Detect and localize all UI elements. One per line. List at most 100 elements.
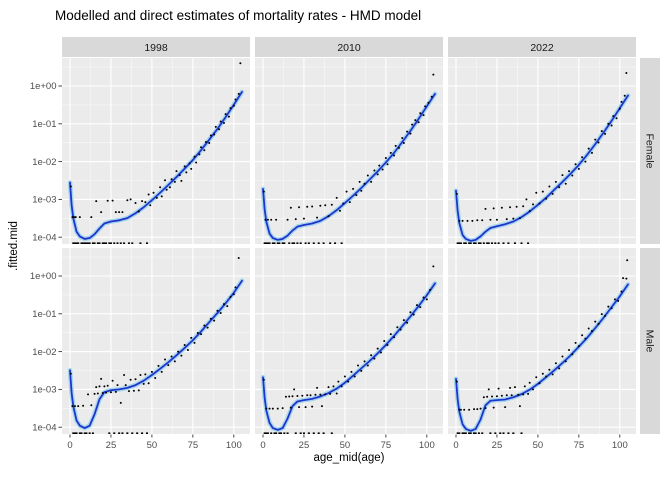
- zero-rug-mark: [270, 432, 273, 434]
- data-point: [510, 394, 513, 397]
- data-point: [185, 171, 188, 174]
- data-point: [415, 304, 418, 307]
- data-point: [397, 146, 400, 149]
- data-point: [386, 163, 389, 166]
- zero-rug-mark: [473, 242, 476, 244]
- data-point: [535, 376, 538, 379]
- data-point: [541, 190, 544, 193]
- data-point: [74, 216, 77, 219]
- zero-rug-mark: [340, 242, 343, 244]
- facet-panel-female-2010: [255, 58, 443, 244]
- zero-rug-mark: [296, 242, 299, 244]
- data-point: [505, 394, 508, 397]
- data-point: [114, 211, 117, 214]
- y-tick-label: 1e-04: [32, 422, 56, 433]
- data-point: [528, 210, 531, 213]
- data-point: [424, 105, 427, 108]
- data-point: [195, 161, 198, 164]
- zero-rug-mark: [123, 242, 126, 244]
- data-point: [623, 94, 626, 97]
- data-point: [123, 374, 126, 377]
- data-point: [571, 174, 574, 177]
- zero-rug-mark: [312, 242, 315, 244]
- zero-rug-mark: [479, 242, 482, 244]
- zero-rug-mark: [136, 432, 139, 434]
- data-point: [190, 167, 193, 170]
- data-point: [237, 256, 240, 259]
- zero-rug-mark: [487, 242, 490, 244]
- data-point: [357, 364, 360, 367]
- zero-rug-mark: [464, 432, 467, 434]
- data-point: [399, 328, 402, 331]
- data-point: [229, 107, 232, 110]
- facet-strip-col-label: 2010: [337, 42, 361, 54]
- data-point: [229, 295, 232, 298]
- facet-strip-col: [62, 37, 250, 57]
- data-point: [527, 392, 530, 395]
- data-point: [219, 120, 222, 123]
- data-point: [208, 142, 211, 145]
- data-point: [370, 180, 373, 183]
- data-point: [296, 394, 299, 397]
- data-point: [618, 107, 621, 110]
- data-point: [93, 392, 96, 395]
- data-point: [193, 341, 196, 344]
- zero-rug-mark: [329, 242, 332, 244]
- data-point: [350, 370, 353, 373]
- zero-rug-mark: [464, 242, 467, 244]
- data-point: [607, 122, 610, 125]
- data-point: [482, 396, 485, 399]
- data-point: [610, 307, 613, 310]
- zero-rug-mark: [322, 242, 325, 244]
- data-point: [551, 192, 554, 195]
- data-point: [476, 219, 479, 222]
- data-point: [319, 204, 322, 207]
- panel-background: [62, 248, 250, 434]
- data-point: [180, 354, 183, 357]
- data-point: [288, 395, 291, 398]
- data-point: [190, 336, 193, 339]
- facet-strip-col-label: 2022: [530, 42, 554, 54]
- zero-rug-mark: [80, 242, 83, 244]
- zero-rug-mark: [304, 242, 307, 244]
- data-point: [432, 265, 435, 268]
- zero-rug-mark: [276, 242, 279, 244]
- data-point: [82, 404, 85, 407]
- data-point: [548, 368, 551, 371]
- zero-rug-mark: [91, 432, 94, 434]
- data-point: [486, 395, 489, 398]
- data-point: [495, 218, 498, 221]
- data-point: [393, 154, 396, 157]
- data-point: [186, 349, 189, 352]
- zero-rug-mark: [145, 242, 148, 244]
- data-point: [306, 205, 309, 208]
- zero-rug-mark: [502, 432, 505, 434]
- zero-rug-mark: [477, 242, 480, 244]
- data-point: [284, 395, 287, 398]
- zero-rug-mark: [278, 242, 281, 244]
- data-point: [615, 117, 618, 120]
- data-point: [625, 277, 628, 280]
- data-point: [141, 200, 144, 203]
- data-point: [568, 170, 571, 173]
- data-point: [481, 219, 484, 222]
- data-point: [473, 408, 476, 411]
- data-point: [626, 259, 629, 262]
- data-point: [222, 122, 225, 124]
- data-point: [157, 364, 160, 367]
- data-point: [509, 386, 512, 389]
- data-point: [352, 187, 355, 190]
- x-tick-label: 50: [533, 440, 544, 451]
- data-point: [360, 369, 363, 372]
- smooth-line: [455, 94, 629, 242]
- data-point: [327, 215, 330, 218]
- data-point: [558, 367, 561, 370]
- data-point: [492, 406, 495, 409]
- x-tick-label: 75: [188, 440, 199, 451]
- data-point: [487, 388, 490, 391]
- data-point: [271, 407, 274, 410]
- data-point: [180, 179, 183, 182]
- x-tick-label: 0: [67, 440, 72, 451]
- data-point: [268, 407, 271, 410]
- data-point: [525, 198, 528, 201]
